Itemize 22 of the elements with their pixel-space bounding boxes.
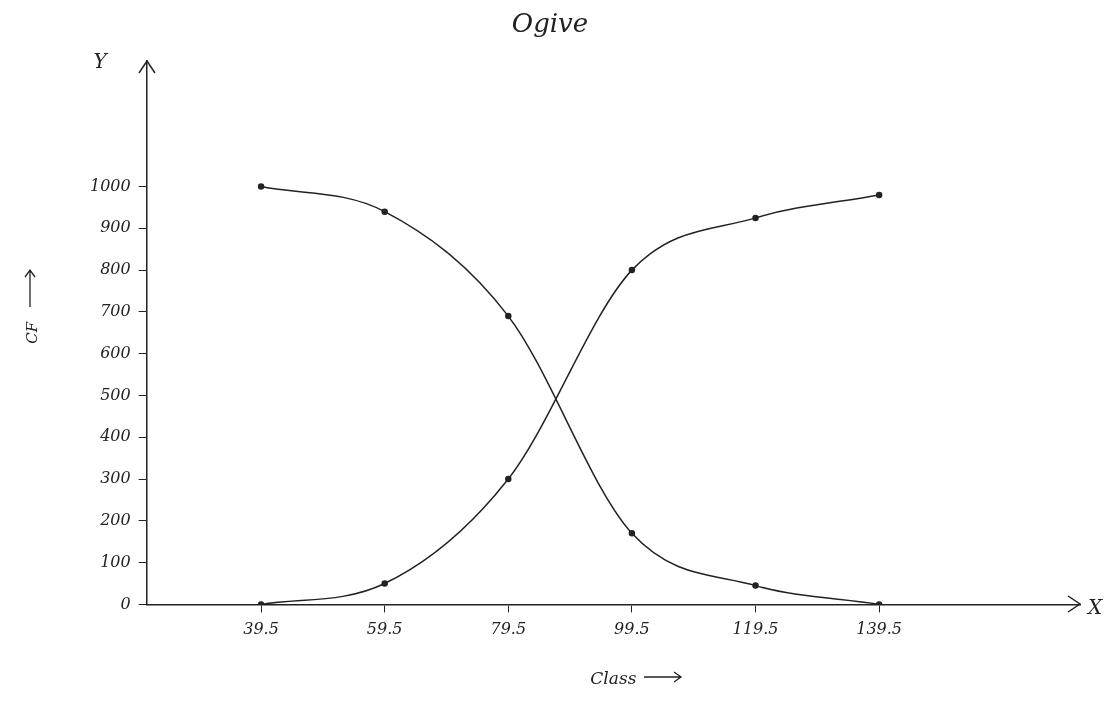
x-tick-label: 139.5 bbox=[856, 619, 903, 639]
y-tick-label: 0 bbox=[120, 593, 131, 613]
y-tick-label: 700 bbox=[100, 301, 131, 321]
y-tick-label: 100 bbox=[100, 551, 131, 571]
text: Y bbox=[93, 49, 109, 74]
y-tick-label: 600 bbox=[100, 342, 131, 362]
x-axis-title: Class bbox=[590, 668, 637, 689]
y-tick-label: 900 bbox=[100, 217, 131, 237]
y-tick-label: 200 bbox=[99, 509, 131, 529]
x-tick-label: 119.5 bbox=[732, 619, 779, 639]
y-axis-title: CF bbox=[22, 321, 41, 344]
x-tick-label: 79.5 bbox=[490, 619, 527, 639]
y-tick-label: 400 bbox=[99, 426, 131, 446]
x-tick-label: 39.5 bbox=[243, 619, 279, 639]
y-tick-label: 300 bbox=[100, 468, 131, 488]
y-tick-label: 1000 bbox=[90, 175, 131, 195]
x-tick-label: 59.5 bbox=[366, 619, 403, 639]
x-tick-label: 99.5 bbox=[614, 619, 650, 639]
chart-title: Ogive bbox=[511, 8, 589, 39]
text: X bbox=[1086, 594, 1103, 619]
y-tick-label: 500 bbox=[100, 384, 131, 404]
y-tick-label: 800 bbox=[100, 259, 131, 279]
